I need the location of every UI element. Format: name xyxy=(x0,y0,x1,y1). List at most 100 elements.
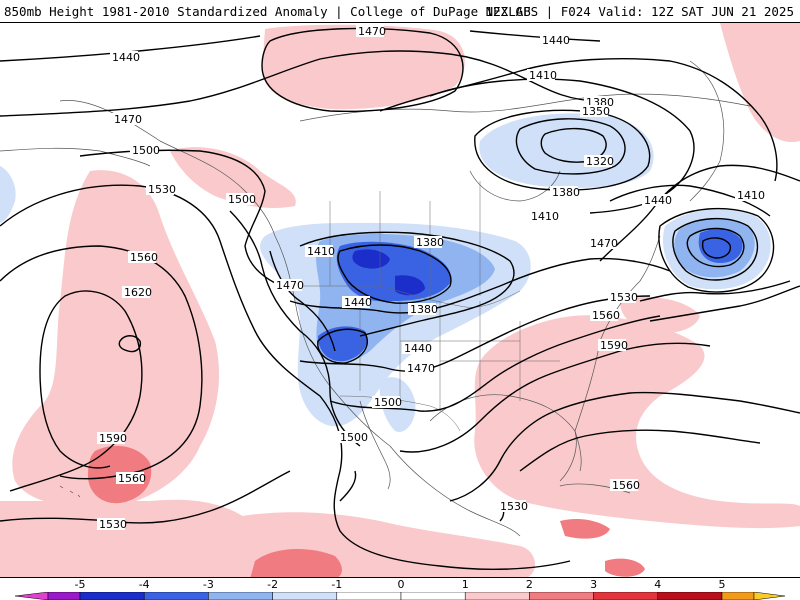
neg-anomaly-sw-us-3 xyxy=(318,326,368,362)
svg-text:1590: 1590 xyxy=(99,432,127,445)
svg-text:1470: 1470 xyxy=(358,25,386,38)
contour-label: 1470 xyxy=(112,113,142,126)
contour-label: 1500 xyxy=(226,193,256,206)
svg-text:1500: 1500 xyxy=(340,431,368,444)
colorbar-tick-label: -3 xyxy=(202,578,214,591)
pos-anomaly-equatorial-core xyxy=(250,549,342,577)
contour-label: 1620 xyxy=(122,286,152,299)
contour-label: 1530 xyxy=(608,291,638,304)
svg-text:1440: 1440 xyxy=(344,296,372,309)
svg-text:1590: 1590 xyxy=(600,339,628,352)
svg-text:1620: 1620 xyxy=(124,286,152,299)
svg-text:1380: 1380 xyxy=(552,186,580,199)
colorbar-bin xyxy=(14,592,49,600)
neg-anomaly-wpac xyxy=(0,166,16,223)
map-panel[interactable]: 1470 1440 1440 1410 1470 1380 1350 1320 … xyxy=(0,22,800,578)
contour-label: 1470 xyxy=(274,279,304,292)
border-us-canada xyxy=(285,285,521,308)
contour-label: 1470 xyxy=(356,25,386,38)
svg-text:1410: 1410 xyxy=(737,189,765,202)
contour-label: 1470 xyxy=(588,237,618,250)
contour-label: 1410 xyxy=(527,69,557,82)
svg-text:1470: 1470 xyxy=(590,237,618,250)
coastline-hudson xyxy=(469,170,561,202)
svg-text:1530: 1530 xyxy=(500,500,528,513)
contour-1530-us xyxy=(399,342,711,453)
contour-label: 1440 xyxy=(642,194,672,207)
contour-1470-atl xyxy=(599,164,800,262)
colorbar-bin xyxy=(400,592,466,600)
contour-label: 1380 xyxy=(414,236,444,249)
contour-label: 1380 xyxy=(550,186,580,199)
contour-canada-low-1 xyxy=(474,109,651,191)
neg-anomaly-west-us-4 xyxy=(352,249,390,269)
svg-text:1500: 1500 xyxy=(228,193,256,206)
colorbar-bin xyxy=(143,592,209,600)
contour-baja-small xyxy=(339,470,357,502)
contour-1500-us xyxy=(329,315,661,412)
colorbar-strip xyxy=(14,592,786,600)
colorbar-bin xyxy=(464,592,530,600)
contour-north-pole xyxy=(261,27,464,113)
svg-text:1410: 1410 xyxy=(531,210,559,223)
contour-1530-south xyxy=(0,470,291,524)
pos-anomaly-east-pacific xyxy=(12,170,220,508)
contour-label: 1590 xyxy=(598,339,628,352)
contour-atl-low-2 xyxy=(672,217,759,281)
neg-anomaly-atlantic-low-3 xyxy=(698,229,743,263)
contour-label: 1320 xyxy=(584,155,614,168)
colorbar-tick-label: -2 xyxy=(267,578,279,591)
coastline-cuba xyxy=(559,483,631,494)
contour-1530-atl xyxy=(649,285,800,322)
anomaly-shading xyxy=(0,23,800,577)
svg-text:1530: 1530 xyxy=(610,291,638,304)
colorbar-bin xyxy=(529,592,594,600)
colorbar-bin xyxy=(79,592,145,600)
colorbar-bin xyxy=(657,592,723,600)
svg-text:1560: 1560 xyxy=(612,479,640,492)
contour-label: 1350 xyxy=(580,105,610,118)
contour-1470-west xyxy=(269,250,336,352)
svg-text:1470: 1470 xyxy=(407,362,435,375)
contour-label: 1380 xyxy=(408,303,438,316)
colorbar-tick-label: 5 xyxy=(718,578,726,591)
svg-text:1440: 1440 xyxy=(112,51,140,64)
svg-text:1380: 1380 xyxy=(416,236,444,249)
coastline-baja xyxy=(359,400,391,490)
colorbar-bin xyxy=(336,592,402,600)
svg-text:1470: 1470 xyxy=(114,113,142,126)
pos-anomaly-mexico-core xyxy=(560,518,610,539)
pos-anomaly-east-us xyxy=(474,315,800,529)
contour-1500-atl xyxy=(639,280,791,302)
contour-label: 1560 xyxy=(116,472,146,485)
contour-label: 1560 xyxy=(590,309,620,322)
colorbar-tick-label: 3 xyxy=(590,578,598,591)
svg-text:1470: 1470 xyxy=(276,279,304,292)
contour-label: 1590 xyxy=(97,432,127,445)
neg-anomaly-canada-low xyxy=(479,113,654,188)
map-canvas[interactable]: 1470 1440 1440 1410 1470 1380 1350 1320 … xyxy=(0,23,800,578)
svg-text:1560: 1560 xyxy=(118,472,146,485)
coastline-greenland xyxy=(689,60,725,202)
contour-1440-us xyxy=(289,257,671,314)
contour-1440-north xyxy=(0,30,601,62)
svg-text:1380: 1380 xyxy=(410,303,438,316)
contour-1380-rockies xyxy=(337,244,452,304)
contour-labels: 1470 1440 1440 1410 1470 1380 1350 1320 … xyxy=(97,25,765,531)
contour-1590 xyxy=(9,290,143,492)
contour-label: 1440 xyxy=(110,51,140,64)
contour-label: 1500 xyxy=(372,396,402,409)
province-lines xyxy=(329,181,481,301)
contour-1440-canada xyxy=(379,57,778,182)
svg-text:1500: 1500 xyxy=(374,396,402,409)
coastline-west-na xyxy=(274,235,521,537)
svg-text:1410: 1410 xyxy=(307,245,335,258)
contour-label: 1410 xyxy=(735,189,765,202)
model-run-info: 12Z GFS | F024 Valid: 12Z SAT JUN 21 202… xyxy=(485,4,794,19)
hawaii-islands xyxy=(59,485,81,498)
svg-text:1500: 1500 xyxy=(132,144,160,157)
pos-anomaly-atlantic-ne xyxy=(620,296,700,333)
colorbar-bin xyxy=(272,592,338,600)
colorbar-tick-label: 2 xyxy=(525,578,533,591)
contour-label: 1500 xyxy=(338,431,368,444)
